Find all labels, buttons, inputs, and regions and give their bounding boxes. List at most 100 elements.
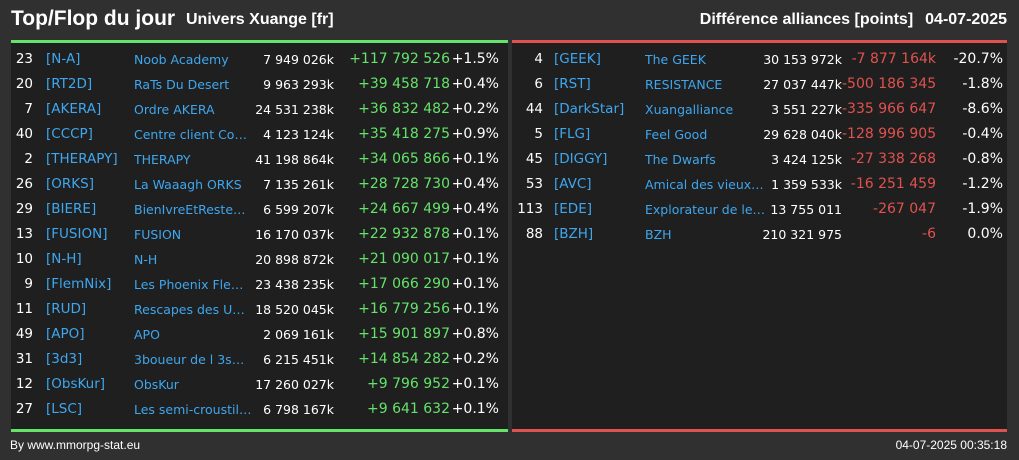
- alliance-rank: 26: [15, 176, 33, 192]
- alliance-tag-link[interactable]: [ObsKur]: [46, 376, 106, 392]
- alliance-points: 2 069 161k: [263, 327, 334, 342]
- alliance-tag-link[interactable]: [EDE]: [554, 201, 592, 217]
- alliance-name-link[interactable]: Feel Good: [645, 127, 708, 142]
- universe-label: Univers Xuange [fr]: [186, 11, 334, 28]
- alliance-tag-link[interactable]: [FlemNix]: [46, 276, 112, 292]
- alliance-name-link[interactable]: RaTs Du Desert: [134, 77, 230, 92]
- alliance-tag-link[interactable]: [AKERA]: [46, 101, 102, 117]
- alliance-tag-link[interactable]: [BZH]: [554, 226, 594, 242]
- alliance-rank: 10: [15, 251, 33, 267]
- alliance-rank: 31: [15, 351, 33, 367]
- percent-change: -1.2%: [962, 176, 1003, 192]
- alliance-tag-link[interactable]: [APO]: [46, 326, 85, 342]
- alliance-name-link[interactable]: N-H: [134, 252, 158, 267]
- percent-change: +0.1%: [451, 301, 499, 317]
- alliance-rank: 29: [15, 201, 33, 217]
- alliance-name-link[interactable]: Ordre AKERA: [134, 102, 215, 117]
- flop-row: 5 [FLG] Feel Good 29 628 040k -128 996 905 -0…: [512, 122, 1007, 147]
- alliance-name-link[interactable]: FUSION: [134, 227, 182, 242]
- alliance-name-link[interactable]: THERAPY: [134, 152, 191, 167]
- alliance-rank: 6: [534, 76, 543, 92]
- alliance-points: 7 135 261k: [263, 177, 334, 192]
- alliance-tag-link[interactable]: [CCCP]: [46, 126, 93, 142]
- alliance-tag-link[interactable]: [FLG]: [554, 126, 591, 142]
- alliance-rank: 7: [24, 101, 33, 117]
- alliance-name-link[interactable]: APO: [134, 327, 160, 342]
- percent-change: +0.1%: [451, 376, 499, 392]
- alliance-rank: 4: [534, 51, 543, 67]
- alliance-tag-link[interactable]: [RUD]: [46, 301, 87, 317]
- alliance-rank: 44: [525, 101, 543, 117]
- alliance-tag-link[interactable]: [3d3]: [46, 351, 83, 367]
- alliance-name-link[interactable]: RESISTANCE: [645, 77, 723, 92]
- alliance-rank: 113: [517, 201, 543, 217]
- alliance-points: 1 359 533k: [771, 177, 842, 192]
- top-row: 20 [RT2D] RaTs Du Desert 9 963 293k +39 458 …: [11, 72, 508, 97]
- alliance-tag-link[interactable]: [AVC]: [554, 176, 592, 192]
- alliance-name-link[interactable]: Noob Academy: [134, 52, 229, 67]
- points-difference: -500 186 345: [842, 76, 937, 92]
- percent-change: +0.4%: [451, 201, 499, 217]
- source-credit: By www.mmorpg-stat.eu: [10, 438, 141, 452]
- flop-row: 113 [EDE] Explorateur de lesp... 13 755 011…: [512, 197, 1007, 222]
- points-difference: +39 458 718: [358, 76, 450, 92]
- alliance-name-link[interactable]: La Waaagh ORKS: [134, 177, 242, 192]
- alliance-points: 6 215 451k: [263, 352, 334, 367]
- percent-change: +0.9%: [451, 126, 499, 142]
- alliance-name-link[interactable]: BZH: [645, 227, 672, 242]
- percent-change: +0.2%: [451, 101, 499, 117]
- alliance-tag-link[interactable]: [THERAPY]: [46, 151, 118, 167]
- alliance-name-link[interactable]: Explorateur de lesp...: [645, 202, 767, 217]
- top-row: 23 [N-A] Noob Academy 7 949 026k +117 792 52…: [11, 47, 508, 72]
- percent-change: +0.1%: [451, 251, 499, 267]
- alliance-tag-link[interactable]: [RT2D]: [46, 76, 93, 92]
- alliance-tag-link[interactable]: [N-A]: [46, 51, 81, 67]
- alliance-name-link[interactable]: Les semi-croustilla...: [134, 402, 252, 417]
- alliance-points: 41 198 864k: [255, 152, 334, 167]
- percent-change: -0.4%: [962, 126, 1003, 142]
- alliance-name-link[interactable]: Amical des vieux co...: [645, 177, 767, 192]
- alliance-tag-link[interactable]: [GEEK]: [554, 51, 601, 67]
- alliance-tag-link[interactable]: [DarkStar]: [554, 101, 625, 117]
- top-row: 29 [BIERE] BienIvreEtResteECU 6 599 207k +24…: [11, 197, 508, 222]
- alliance-tag-link[interactable]: [ORKS]: [46, 176, 94, 192]
- alliance-name-link[interactable]: BienIvreEtResteECU: [134, 202, 252, 217]
- alliance-rank: 12: [15, 376, 33, 392]
- percent-change: +0.1%: [451, 226, 499, 242]
- top-row: 27 [LSC] Les semi-croustilla... 6 798 167k +…: [11, 397, 508, 422]
- alliance-name-link[interactable]: Centre client Com...: [134, 127, 252, 142]
- alliance-tag-link[interactable]: [FUSION]: [46, 226, 108, 242]
- alliance-name-link[interactable]: The Dwarfs: [645, 152, 716, 167]
- top-row: 11 [RUD] Rescapes des Univ... 18 520 045k +1…: [11, 297, 508, 322]
- alliance-tag-link[interactable]: [DIGGY]: [554, 151, 608, 167]
- alliance-name-link[interactable]: The GEEK: [645, 52, 706, 67]
- alliance-rank: 49: [15, 326, 33, 342]
- points-difference: +35 418 275: [358, 126, 450, 142]
- alliance-points: 30 153 972k: [763, 52, 842, 67]
- alliance-points: 7 949 026k: [263, 52, 334, 67]
- metric-label: Différence alliances [points]: [699, 11, 914, 28]
- points-difference: +34 065 866: [358, 151, 450, 167]
- alliance-points: 27 037 447k: [763, 77, 842, 92]
- alliance-name-link[interactable]: Xuangalliance: [645, 102, 734, 117]
- header-date: 04-07-2025: [925, 11, 1007, 28]
- alliance-name-link[interactable]: 3boueur de l 3space: [134, 352, 252, 367]
- alliance-name-link[interactable]: Les Phoenix Flem...: [134, 277, 252, 292]
- points-difference: +16 779 256: [358, 301, 450, 317]
- alliance-rank: 5: [534, 126, 543, 142]
- points-difference: -335 966 647: [842, 101, 937, 117]
- top-row: 49 [APO] APO 2 069 161k +15 901 897 +0.8%: [11, 322, 508, 347]
- points-difference: -128 996 905: [842, 126, 937, 142]
- alliance-tag-link[interactable]: [LSC]: [46, 401, 83, 417]
- generated-timestamp: 04-07-2025 00:35:18: [895, 438, 1007, 452]
- top-row: 26 [ORKS] La Waaagh ORKS 7 135 261k +28 728 …: [11, 172, 508, 197]
- alliance-tag-link[interactable]: [BIERE]: [46, 201, 97, 217]
- alliance-tag-link[interactable]: [N-H]: [46, 251, 82, 267]
- alliance-points: 3 424 125k: [771, 152, 842, 167]
- points-difference: -267 047: [873, 201, 936, 217]
- alliance-tag-link[interactable]: [RST]: [554, 76, 591, 92]
- points-difference: +17 066 290: [358, 276, 450, 292]
- alliance-points: 3 551 227k: [771, 102, 842, 117]
- alliance-name-link[interactable]: Rescapes des Univ...: [134, 302, 252, 317]
- alliance-name-link[interactable]: ObsKur: [134, 377, 179, 392]
